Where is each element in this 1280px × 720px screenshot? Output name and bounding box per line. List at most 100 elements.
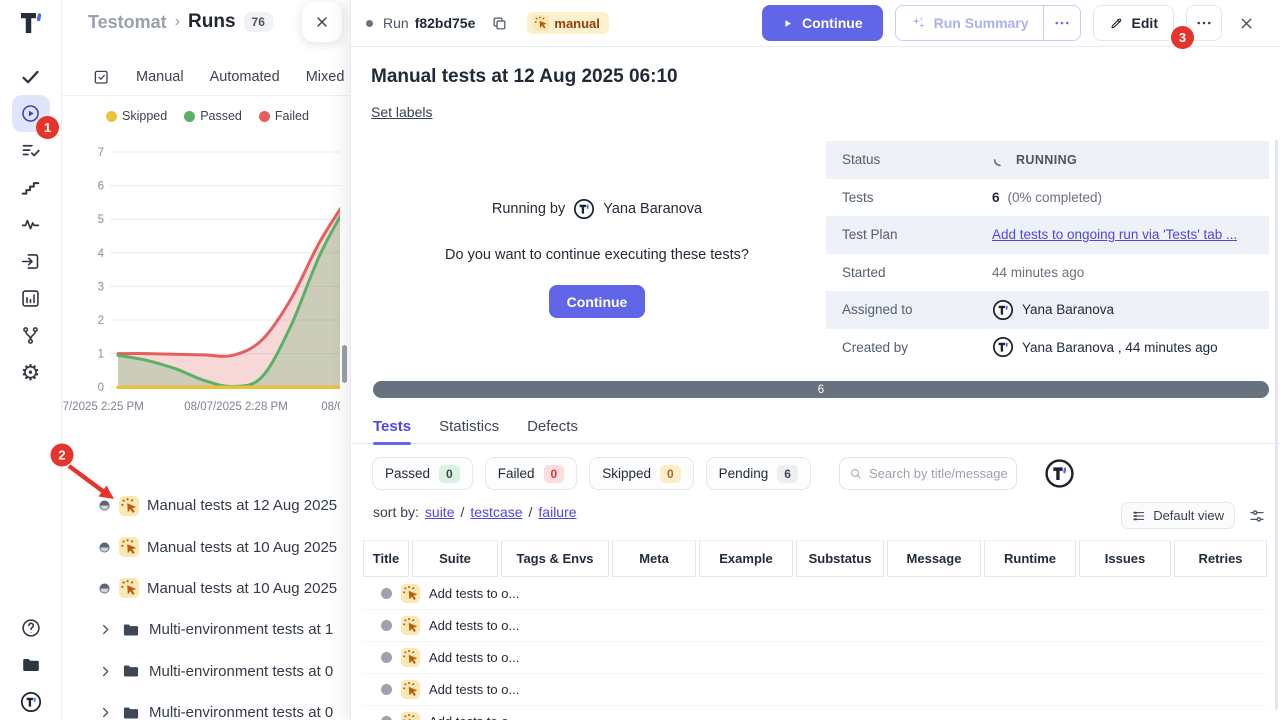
column-header-meta[interactable]: Meta [612, 540, 696, 577]
filter-failed-button[interactable]: Failed 0 [484, 457, 578, 490]
sidebar-item-stairs[interactable] [12, 169, 50, 206]
column-header-substatus[interactable]: Substatus [796, 540, 884, 577]
svg-text:2: 2 [98, 315, 104, 327]
column-header-runtime[interactable]: Runtime [984, 540, 1076, 577]
sort-row: sort by: suite / testcase / failure [373, 504, 577, 520]
tab-statistics[interactable]: Statistics [439, 417, 500, 435]
select-all-icon[interactable] [92, 68, 110, 86]
sidebar-item-box-arrow-in[interactable] [12, 243, 50, 280]
sidebar-item-bar-chart[interactable] [12, 280, 50, 317]
run-list-item[interactable]: Multi-environment tests at 1 [62, 609, 350, 650]
manual-cursor-icon [401, 616, 420, 635]
runs-panel: Testomat › Runs 76 Manual Automated Mixed … [62, 0, 350, 720]
set-labels-link[interactable]: Set labels [371, 104, 433, 120]
legend-item-failed: Failed [258, 109, 309, 123]
sidebar-item-gear[interactable]: ⚙ [12, 354, 50, 391]
continue-prompt: Running by Yana Baranova Do you want to … [371, 198, 823, 318]
info-value-text: Yana Baranova , 44 minutes ago [1022, 339, 1218, 355]
manual-type-badge-label: manual [554, 15, 600, 31]
column-header-issues[interactable]: Issues [1079, 540, 1171, 577]
sidebar-item-branch[interactable] [12, 317, 50, 354]
sidebar-item-check[interactable] [12, 58, 50, 95]
run-list-item[interactable]: Multi-environment tests at 0 [62, 651, 350, 692]
column-header-example[interactable]: Example [699, 540, 793, 577]
test-title: Add tests to o... [429, 650, 520, 665]
chart-legend: Skipped Passed Failed [106, 109, 309, 123]
sidebar-item-t-badge[interactable] [12, 683, 50, 720]
svg-text:4: 4 [98, 248, 105, 260]
column-header-tags-envs[interactable]: Tags & Envs [501, 540, 609, 577]
column-header-suite[interactable]: Suite [412, 540, 498, 577]
info-value-text: (0% completed) [1007, 189, 1103, 205]
breadcrumb-root[interactable]: Testomat [88, 11, 167, 32]
filter-skipped-button[interactable]: Skipped 0 [589, 457, 694, 490]
runs-tab-manual[interactable]: Manual [136, 69, 184, 85]
info-label: Tests [842, 189, 874, 205]
bar-chart-icon [20, 288, 41, 309]
test-plan-link[interactable]: Add tests to ongoing run via 'Tests' tab… [992, 227, 1238, 243]
svg-text:08/07/2025 2:28 PM: 08/07/2025 2:28 PM [184, 401, 288, 413]
run-summary-button[interactable]: Run Summary [895, 6, 1043, 40]
chevron-right-icon[interactable] [98, 664, 113, 679]
search-input[interactable] [869, 466, 1007, 481]
runs-tab-automated[interactable]: Automated [209, 69, 280, 85]
test-row[interactable]: Add tests to o... [363, 578, 1267, 610]
user-avatar[interactable] [1044, 458, 1075, 489]
continue-question: Do you want to continue executing these … [445, 247, 749, 263]
run-list-item[interactable]: Multi-environment tests at 0 [62, 692, 350, 720]
spinner-icon [992, 152, 1008, 168]
test-row[interactable]: Add tests to o... [363, 706, 1267, 720]
search-icon [849, 466, 862, 481]
sort-link-suite[interactable]: suite [424, 504, 455, 520]
copy-icon [491, 15, 508, 32]
run-title: Manual tests at 12 Aug 2025 06:10 [371, 66, 678, 87]
continue-run-button[interactable]: Continue [761, 5, 883, 41]
chevron-right-icon[interactable] [98, 705, 113, 720]
column-header-retries[interactable]: Retries [1174, 540, 1267, 577]
folder-icon [121, 661, 141, 681]
run-list-item[interactable]: Manual tests at 12 Aug 2025 [62, 485, 350, 526]
sidebar-item-help[interactable] [12, 609, 50, 646]
view-settings-button[interactable] [1248, 507, 1266, 525]
folder-icon [121, 620, 141, 640]
runs-tab-mixed[interactable]: Mixed [305, 69, 345, 85]
sidebar-nav: ⚙ [11, 58, 50, 391]
run-status-dot [366, 19, 373, 27]
sort-link-failure[interactable]: failure [538, 504, 577, 520]
sidebar-item-folder[interactable] [12, 646, 50, 683]
column-header-message[interactable]: Message [887, 540, 981, 577]
panel-close-button[interactable] [302, 2, 342, 42]
default-view-button[interactable]: Default view [1121, 502, 1235, 529]
run-summary-more-button[interactable] [1043, 6, 1080, 40]
tab-defects[interactable]: Defects [527, 417, 578, 435]
test-row[interactable]: Add tests to o... [363, 642, 1267, 674]
detail-close-button[interactable] [1238, 13, 1258, 33]
edit-run-button[interactable]: Edit [1092, 5, 1174, 41]
test-row[interactable]: Add tests to o... [363, 674, 1267, 706]
test-status-dot [381, 652, 392, 663]
runs-count-badge: 76 [243, 12, 273, 32]
sidebar-item-list-check[interactable] [12, 132, 50, 169]
status-filter-row: Passed 0 Failed 0 Skipped 0 Pending 6 [372, 457, 1075, 490]
filter-pending-button[interactable]: Pending 6 [705, 457, 811, 490]
runs-panel-scrollbar[interactable] [342, 345, 347, 383]
column-header-title[interactable]: Title [363, 540, 409, 577]
run-item-title: Multi-environment tests at 1 [149, 621, 334, 639]
tab-tests[interactable]: Tests [373, 409, 412, 445]
sidebar-item-pulse[interactable] [12, 206, 50, 243]
manual-cursor-icon [119, 495, 139, 516]
run-info-table: Status RUNNING Tests 6 (0% completed) Test P… [826, 141, 1269, 366]
sidebar-item-play-circle[interactable] [11, 95, 50, 132]
info-value-text: Yana Baranova [1022, 302, 1115, 318]
svg-text:1: 1 [98, 349, 104, 361]
testomat-logo-icon[interactable] [16, 8, 46, 38]
copy-run-id-button[interactable] [491, 14, 509, 32]
filter-passed-button[interactable]: Passed 0 [372, 457, 473, 490]
detail-panel-scrollbar[interactable] [1275, 140, 1278, 710]
chevron-right-icon[interactable] [98, 622, 113, 637]
run-list-item[interactable]: Manual tests at 10 Aug 2025 [62, 526, 350, 567]
sort-link-testcase[interactable]: testcase [470, 504, 523, 520]
continue-button[interactable]: Continue [548, 285, 646, 318]
run-list-item[interactable]: Manual tests at 10 Aug 2025 [62, 568, 350, 609]
test-row[interactable]: Add tests to o... [363, 610, 1267, 642]
